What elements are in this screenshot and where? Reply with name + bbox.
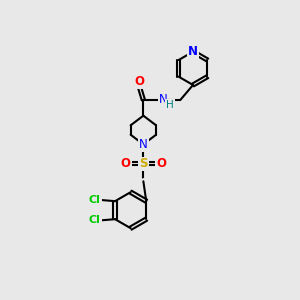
Text: Cl: Cl [89, 195, 101, 205]
Text: N: N [159, 94, 167, 106]
Text: O: O [156, 158, 166, 170]
Text: O: O [134, 76, 144, 88]
Text: Cl: Cl [89, 215, 101, 225]
Text: S: S [139, 158, 148, 170]
Text: N: N [188, 45, 198, 58]
Text: O: O [121, 158, 130, 170]
Text: N: N [139, 138, 148, 151]
Text: H: H [166, 100, 174, 110]
